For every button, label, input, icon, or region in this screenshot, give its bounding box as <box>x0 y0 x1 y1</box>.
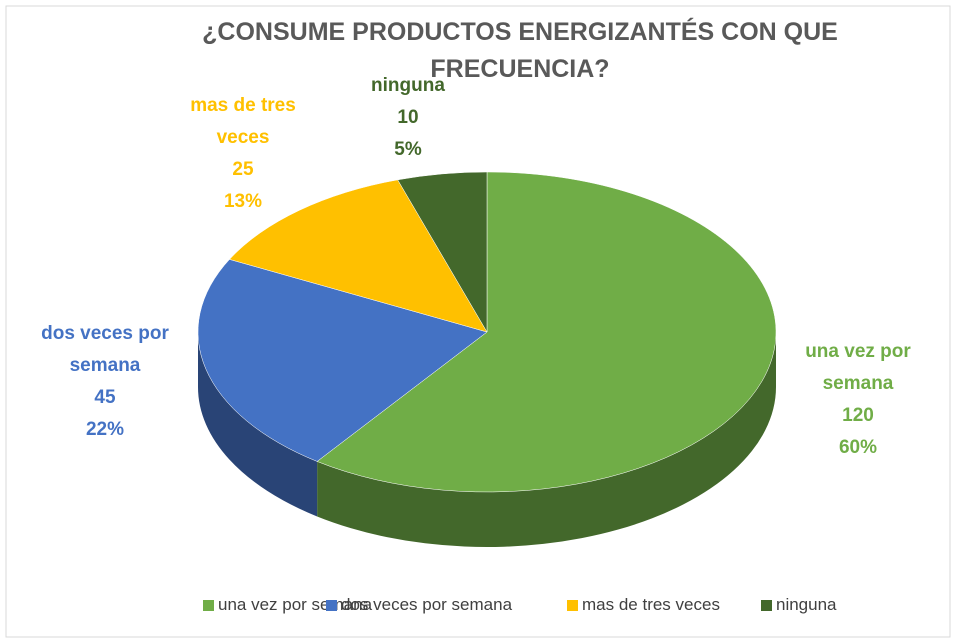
legend-item: mas de tres veces <box>567 595 720 615</box>
slice-side <box>198 332 318 517</box>
data-label-value: 120 <box>842 405 874 426</box>
legend-marker <box>326 599 337 611</box>
data-label-percent: 60% <box>838 437 878 458</box>
slice <box>197 259 488 462</box>
legend-marker <box>761 599 772 611</box>
data-label: mas de tres veces 25 13% <box>178 90 308 218</box>
legend-label: ninguna <box>776 595 837 614</box>
legend-label: dos veces por semana <box>341 595 513 614</box>
data-label: ninguna 10 5% <box>358 70 458 166</box>
data-label-category: una vez por semana <box>805 341 911 394</box>
slice <box>316 171 777 493</box>
slice <box>397 171 488 333</box>
data-label-category: mas de tres veces <box>190 95 296 148</box>
legend-marker <box>203 599 214 611</box>
data-label-value: 10 <box>397 107 419 128</box>
data-label-category: dos veces por semana <box>41 323 169 376</box>
legend-marker <box>567 599 578 611</box>
legend: una vez por semana dos veces por semana ma… <box>0 593 956 621</box>
legend-label: mas de tres veces <box>582 595 720 614</box>
data-label-value: 45 <box>94 387 116 408</box>
chart-title: ¿CONSUME PRODUCTOS ENERGIZANTÉS CON QUE … <box>202 18 838 83</box>
legend-item: dos veces por semana <box>326 595 512 615</box>
data-label-percent: 13% <box>223 191 263 212</box>
slice-side <box>317 332 777 548</box>
legend-item: ninguna <box>761 595 837 615</box>
data-label-percent: 22% <box>85 419 125 440</box>
data-label: dos veces por semana 45 22% <box>14 318 196 446</box>
slice <box>229 179 488 333</box>
data-label-percent: 5% <box>394 139 422 160</box>
data-label-value: 25 <box>232 159 254 180</box>
data-label: una vez por semana 120 60% <box>778 336 938 464</box>
data-label-category: ninguna <box>371 75 445 96</box>
